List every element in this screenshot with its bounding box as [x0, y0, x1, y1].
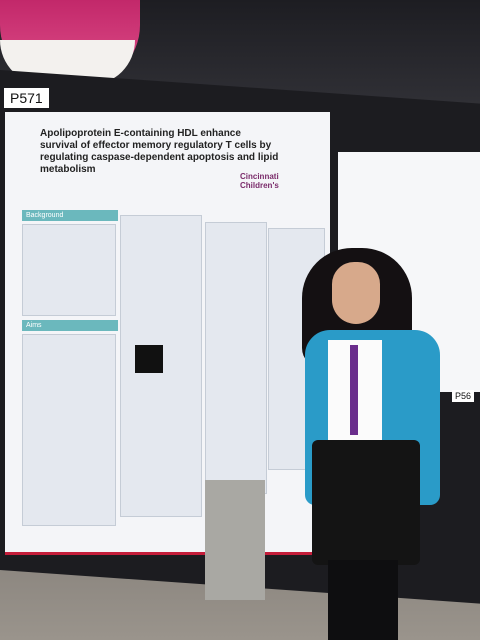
- person-face: [332, 262, 380, 324]
- person-legs: [328, 560, 398, 640]
- lanyard: [350, 345, 358, 435]
- booth-number: P571: [4, 88, 49, 108]
- text-panel: [22, 224, 116, 316]
- poster-logo: Cincinnati Children's: [240, 172, 279, 190]
- section-heading: Background: [22, 210, 118, 221]
- person-skirt: [312, 440, 420, 565]
- image-figure: [135, 345, 163, 373]
- section-heading: Aims: [22, 320, 118, 331]
- visitor-legs: [205, 480, 265, 600]
- booth-number: P56: [452, 390, 475, 402]
- figure-panel: [205, 222, 267, 494]
- poster-title: Apolipoprotein E-containing HDL enhance …: [40, 128, 279, 175]
- figure-panel: [22, 334, 116, 526]
